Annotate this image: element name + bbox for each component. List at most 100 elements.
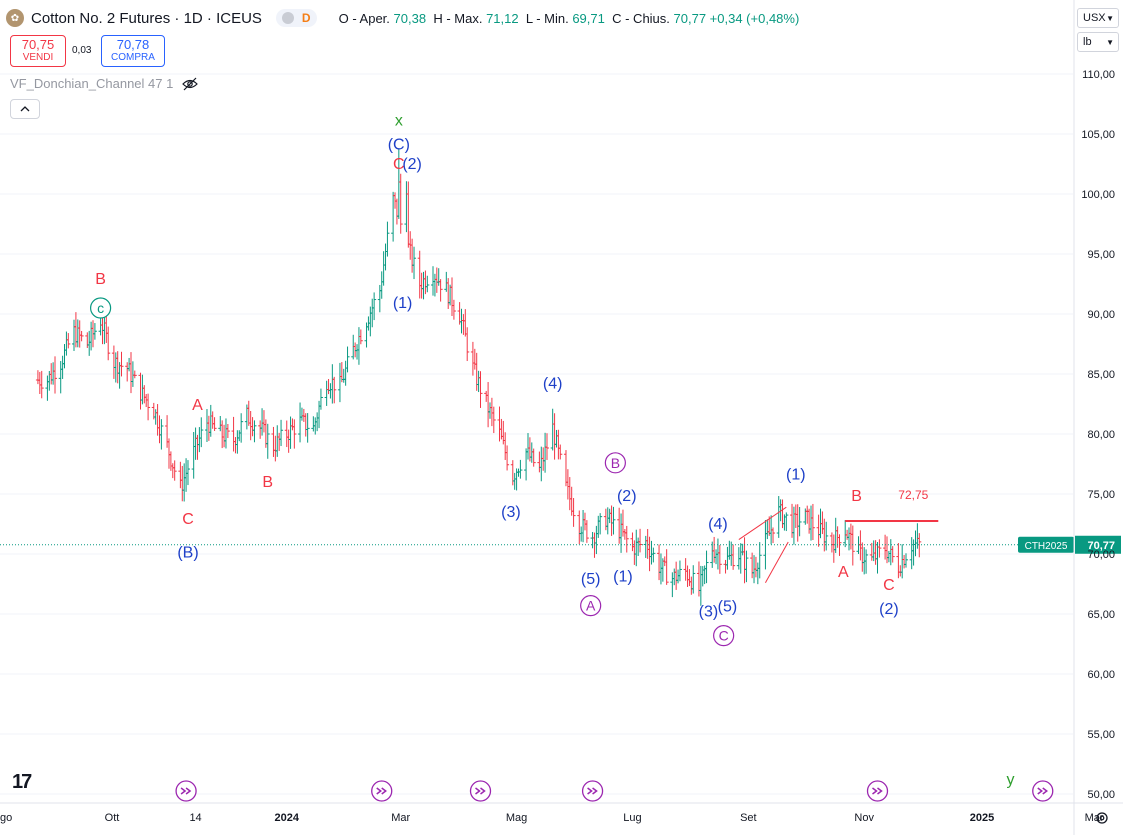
wave-label: (2) [402,156,422,173]
wave-label: C [719,628,729,644]
wave-label: B [262,474,273,491]
ohlc-bar [465,327,470,362]
event-marker-icon[interactable] [581,780,604,802]
market-status-pill[interactable]: D [275,9,317,27]
ohlc-bar [611,506,616,535]
wave-label: C [182,511,194,528]
ohlc-bar [704,550,709,584]
ohlc-bar [624,525,629,553]
wave-label: (1) [613,569,633,586]
buy-price: 70,78 [116,37,150,52]
price-tag-value-bg [1075,535,1121,554]
high-label: H - Max. [433,10,483,26]
ohlc-bar [558,444,563,460]
ohlc-bar [491,406,496,434]
ohlc-bar [837,534,842,556]
ohlc-bar [119,351,124,377]
wave-label-circle [580,594,602,617]
ohlc-bar [478,371,483,408]
sell-button[interactable]: 70,75 VENDI [10,35,66,67]
cotton-boll-icon[interactable]: ✿ [6,9,24,27]
close-label: C - Chius. [612,10,670,26]
event-marker-icon[interactable] [1032,780,1054,802]
ohlc-bar [451,299,456,320]
unit-select[interactable]: lb ▼ [1077,32,1119,52]
ohlc-bar [318,388,323,410]
indicator-legend[interactable]: VF_Donchian_Channel 47 1 [10,76,199,91]
wave-label: x [395,113,403,130]
currency-select[interactable]: USX ▼ [1077,8,1119,28]
delayed-badge: D [301,11,311,25]
ohlc-bar [265,423,270,459]
wave-label: A [586,598,596,614]
wave-label: C [883,577,895,594]
ohlc-bar [810,503,815,540]
buy-button[interactable]: 70,78 COMPRA [101,35,165,67]
ohlc-bar [584,520,589,543]
wave-label: (3) [501,504,521,521]
time-tick-label: Nov [854,812,874,824]
ohlc-bar [279,419,284,447]
price-axis: 110,00 105,00 100,00 95,00 90,00 85,00 80,00 75… [1073,0,1115,835]
ohlc-bar [425,275,430,293]
tradingview-logo[interactable]: 17 [12,771,32,793]
wave-label: c [97,300,104,316]
gear-icon[interactable] [1096,812,1108,824]
ohlc-bar [212,417,217,432]
ohlc-bar [571,498,576,527]
ohlc-bar [199,417,204,448]
event-marker-icon[interactable] [175,780,197,802]
time-tick-label: Mag [506,812,527,824]
chevron-up-icon[interactable] [10,99,40,119]
ohlc-bars [35,148,922,606]
eye-crossed-icon[interactable] [181,77,199,91]
trend-line[interactable] [738,506,787,541]
event-marker-arrows [872,787,883,795]
price-tick-label: 95,00 [1087,249,1115,261]
ohlc-bar [717,544,722,574]
wave-label: (4) [708,516,728,533]
chart-grid [0,73,1073,795]
ohlc-bar [771,527,776,544]
event-marker-icon[interactable] [866,780,889,802]
price-tag-symbol-bg [1018,536,1074,553]
time-axis: go Ott 14 2024 Mar Mag Lug Set Nov 2025 Mar [0,802,1123,824]
ohlc-bar [544,433,549,460]
event-marker-arrows [475,787,486,795]
ohlc-bar [172,460,177,481]
wave-label: (2) [879,601,899,618]
time-tick-label: Mar [1085,812,1104,824]
ohlc-bar [903,553,908,568]
ohlc-bar [598,513,603,535]
time-tick-label: Mar [391,812,410,824]
time-tick-label: 14 [189,812,201,824]
wave-label: B [851,488,862,505]
ohlc-bar [106,326,111,361]
ohlc-bar [877,539,882,558]
open-label: O - Aper. [338,10,390,26]
event-marker-icon[interactable] [371,780,393,802]
event-marker-icon[interactable] [469,780,492,802]
event-marker-arrows [180,787,192,795]
price-tick-label: 65,00 [1087,609,1115,621]
symbol-title[interactable]: Cotton No. 2 Futures · 1D · ICEUS [31,9,262,27]
ohlc-bar [146,393,151,421]
ohlc-bar [92,323,97,340]
ohlc-bar [890,546,895,563]
ohlc-bar [864,549,869,574]
price-tick-label: 90,00 [1087,309,1115,321]
ohlc-bar [385,221,390,257]
wave-label: (C) [388,137,410,154]
low-label: L - Min. [525,10,569,26]
ohlc-bar [677,560,682,582]
trend-line[interactable] [764,541,789,584]
ohlc-bar [757,542,762,579]
wave-label: B [95,271,106,288]
open-value: 70,38 [393,10,427,26]
event-marker-arrows [587,787,598,795]
time-tick-label: Set [740,812,757,824]
time-tick-label: go [0,812,12,824]
chevron-down-icon: ▼ [1106,13,1114,23]
wave-label: y [1006,771,1014,788]
